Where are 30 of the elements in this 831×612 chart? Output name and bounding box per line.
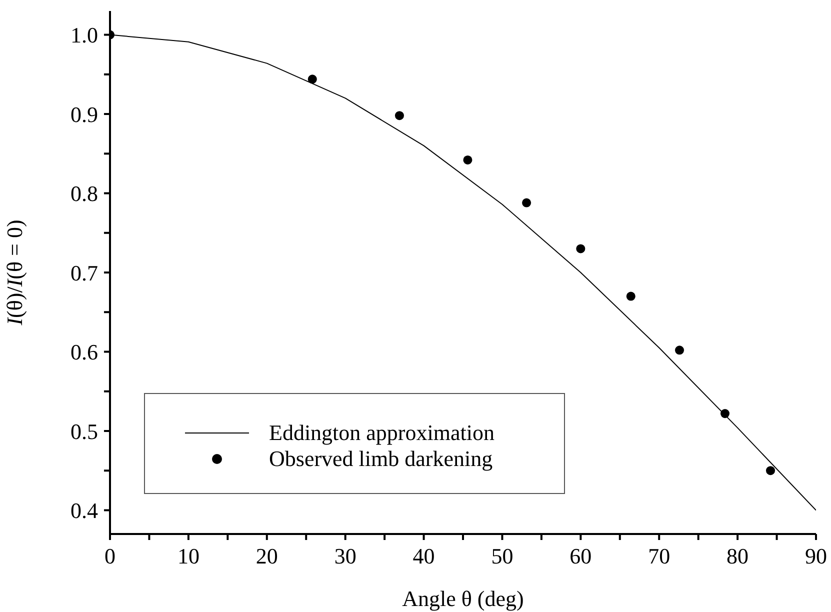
x-tick-label: 40 bbox=[412, 544, 435, 569]
point bbox=[674, 346, 684, 355]
x-tick-label: 50 bbox=[491, 544, 514, 569]
x-tick-label: 80 bbox=[726, 544, 749, 569]
point bbox=[626, 292, 636, 301]
point bbox=[463, 155, 472, 164]
x-axis-title: Angle θ (deg) bbox=[402, 586, 524, 611]
y-tick-label: 0.6 bbox=[70, 340, 98, 365]
x-tick-label: 10 bbox=[177, 544, 200, 569]
point bbox=[576, 244, 586, 254]
y-tick-label: 0.5 bbox=[70, 418, 98, 444]
point bbox=[394, 111, 404, 120]
y-axis-title: I(θ)/I(θ = 0) bbox=[2, 220, 27, 326]
y-tick-label: 0.8 bbox=[70, 181, 98, 206]
legend-label: Eddington approximation bbox=[269, 420, 494, 446]
x-tick-label: 20 bbox=[256, 544, 278, 569]
y-tick-label: 0.9 bbox=[70, 102, 98, 127]
x-tick-label: 30 bbox=[334, 544, 356, 569]
x-tick-label: 60 bbox=[570, 544, 592, 569]
y-tick-label: 1.0 bbox=[70, 22, 98, 48]
point bbox=[522, 198, 532, 208]
y-tick-label: 0.7 bbox=[70, 260, 98, 286]
point bbox=[720, 409, 730, 418]
legend-label: Observed limb darkening bbox=[269, 446, 493, 472]
x-tick-label: 70 bbox=[648, 544, 670, 569]
x-tick-label: 0 bbox=[104, 544, 116, 569]
y-tick-label: 0.4 bbox=[70, 498, 98, 524]
point bbox=[308, 74, 317, 84]
x-tick-label: 90 bbox=[805, 544, 827, 569]
point bbox=[766, 466, 776, 476]
